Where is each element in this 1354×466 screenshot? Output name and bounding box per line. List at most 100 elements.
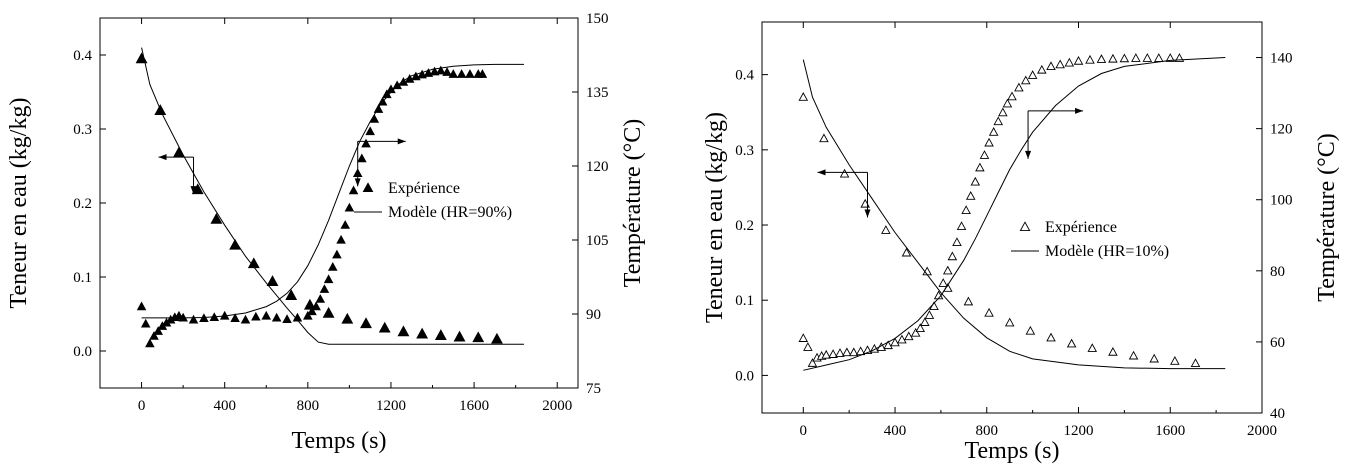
x-tick-label: 400 <box>884 423 907 439</box>
plot-area <box>135 47 524 348</box>
data-point-triangle <box>1096 54 1107 63</box>
data-point-triangle <box>963 296 974 306</box>
data-point-triangle <box>230 313 240 323</box>
data-point-triangle <box>883 340 893 350</box>
legend: Expérience Modèle (HR=10%) <box>1011 219 1169 260</box>
data-point-triangle <box>920 317 930 326</box>
annotation-arrowhead <box>1025 150 1032 159</box>
data-point-triangle <box>942 265 953 275</box>
y2-tick-label: 105 <box>586 233 609 249</box>
data-point-triangle <box>282 314 292 324</box>
data-point-triangle <box>340 220 351 229</box>
data-point-triangle <box>835 348 845 357</box>
data-point-triangle <box>803 342 813 351</box>
y2-tick-label: 100 <box>1270 193 1293 209</box>
data-point-triangle <box>1154 53 1164 62</box>
series-line-model <box>803 57 1226 371</box>
x-tick-label: 800 <box>297 398 320 414</box>
x-axis-title: Temps (s) <box>965 438 1060 464</box>
x-tick-label: 1200 <box>376 398 406 414</box>
data-point-triangle <box>984 307 994 317</box>
x-tick-label: 0 <box>138 398 146 414</box>
data-point-triangle <box>952 237 962 246</box>
data-point-triangle <box>1019 221 1031 232</box>
x-tick-label: 1600 <box>459 398 489 414</box>
data-point-triangle <box>807 358 818 367</box>
x-tick-label: 2000 <box>542 398 572 414</box>
data-point-triangle <box>1073 55 1084 65</box>
data-point-triangle <box>261 310 272 320</box>
data-point-triangle <box>336 234 346 244</box>
annotation-arrowhead <box>190 186 197 195</box>
data-point-triangle <box>1128 350 1139 360</box>
data-point-triangle <box>271 312 282 322</box>
data-point-triangle <box>341 312 354 324</box>
y-tick-label: 0.4 <box>735 68 754 84</box>
data-point-triangle <box>1037 64 1047 74</box>
x-tick-label: 1200 <box>1064 423 1094 439</box>
data-point-triangle <box>1064 57 1075 67</box>
data-point-triangle <box>961 205 971 214</box>
data-point-triangle <box>448 69 459 78</box>
data-point-triangle <box>436 65 446 75</box>
data-point-triangle <box>1142 53 1153 62</box>
data-point-triangle <box>472 331 485 343</box>
x-axis-title: Temps (s) <box>292 428 387 454</box>
data-point-triangle <box>821 349 832 359</box>
data-point-triangle <box>327 261 338 271</box>
data-point-triangle <box>1002 98 1013 108</box>
y2-tick-label: 60 <box>1270 335 1285 351</box>
data-point-triangle <box>1170 355 1180 365</box>
data-point-triangle <box>998 107 1008 117</box>
data-point-triangle <box>1165 53 1176 62</box>
data-point-triangle <box>798 333 809 342</box>
y2-tick-label: 40 <box>1270 406 1285 422</box>
data-point-triangle <box>188 314 199 324</box>
data-point-triangle <box>938 278 948 287</box>
y-axis-title: Teneur en eau (kg/kg) <box>6 98 32 309</box>
data-point-triangle <box>819 133 829 143</box>
legend-label: Modèle (HR=10%) <box>1045 243 1169 260</box>
data-point-triangle <box>323 274 334 284</box>
chart-left-hr90: 0 400 800 1200 1600 2000 0.0 0.1 0.2 0.3 0.4 75 90 10… <box>6 11 646 454</box>
data-point-triangle <box>303 298 316 310</box>
data-point-triangle <box>855 346 866 356</box>
data-point-triangle <box>1004 317 1015 327</box>
data-point-triangle <box>465 69 475 78</box>
legend-label: Modèle (HR=90%) <box>388 204 512 221</box>
y-tick-label: 0.3 <box>735 143 754 159</box>
data-point-triangle <box>251 311 261 321</box>
y2-axis-title: Température (°C) <box>620 119 646 288</box>
data-point-triangle <box>361 138 371 148</box>
plot-frame <box>99 17 579 389</box>
data-point-triangle <box>285 289 298 300</box>
annotation-arrowhead <box>354 178 361 187</box>
y-tick-label: 0.0 <box>73 344 92 360</box>
series-line-model <box>802 59 1226 370</box>
y-tick-label: 0.3 <box>73 122 92 138</box>
data-point-triangle <box>453 330 466 342</box>
data-point-triangle <box>1190 358 1201 367</box>
y2-tick-label: 120 <box>1270 122 1293 138</box>
data-point-triangle <box>322 306 335 318</box>
y-tick-label: 0.0 <box>735 368 754 384</box>
data-point-triangle <box>140 318 151 328</box>
y2-tick-label: 135 <box>586 85 609 101</box>
data-point-triangle <box>303 310 313 320</box>
data-point-triangle <box>240 314 251 324</box>
y2-axis-title: Température (°C) <box>1314 133 1340 302</box>
legend-label: Expérience <box>388 180 460 197</box>
y2-tick-label: 80 <box>1270 264 1285 280</box>
y-tick-label: 0.1 <box>735 293 754 309</box>
x-tick-label: 0 <box>800 423 808 439</box>
plot-frame <box>761 21 1263 414</box>
data-point-triangle <box>266 275 279 286</box>
y2-tick-label: 75 <box>586 381 601 397</box>
data-point-triangle <box>1108 53 1118 63</box>
data-point-triangle <box>910 327 921 337</box>
data-point-triangle <box>1046 332 1056 342</box>
data-point-triangle <box>1087 343 1098 352</box>
data-point-triangle <box>319 284 330 293</box>
chart-right-hr10: 0 400 800 1200 1600 2000 0.0 0.1 0.2 0.3 0.4 40 60 80… <box>702 21 1340 464</box>
data-point-triangle <box>429 66 440 76</box>
